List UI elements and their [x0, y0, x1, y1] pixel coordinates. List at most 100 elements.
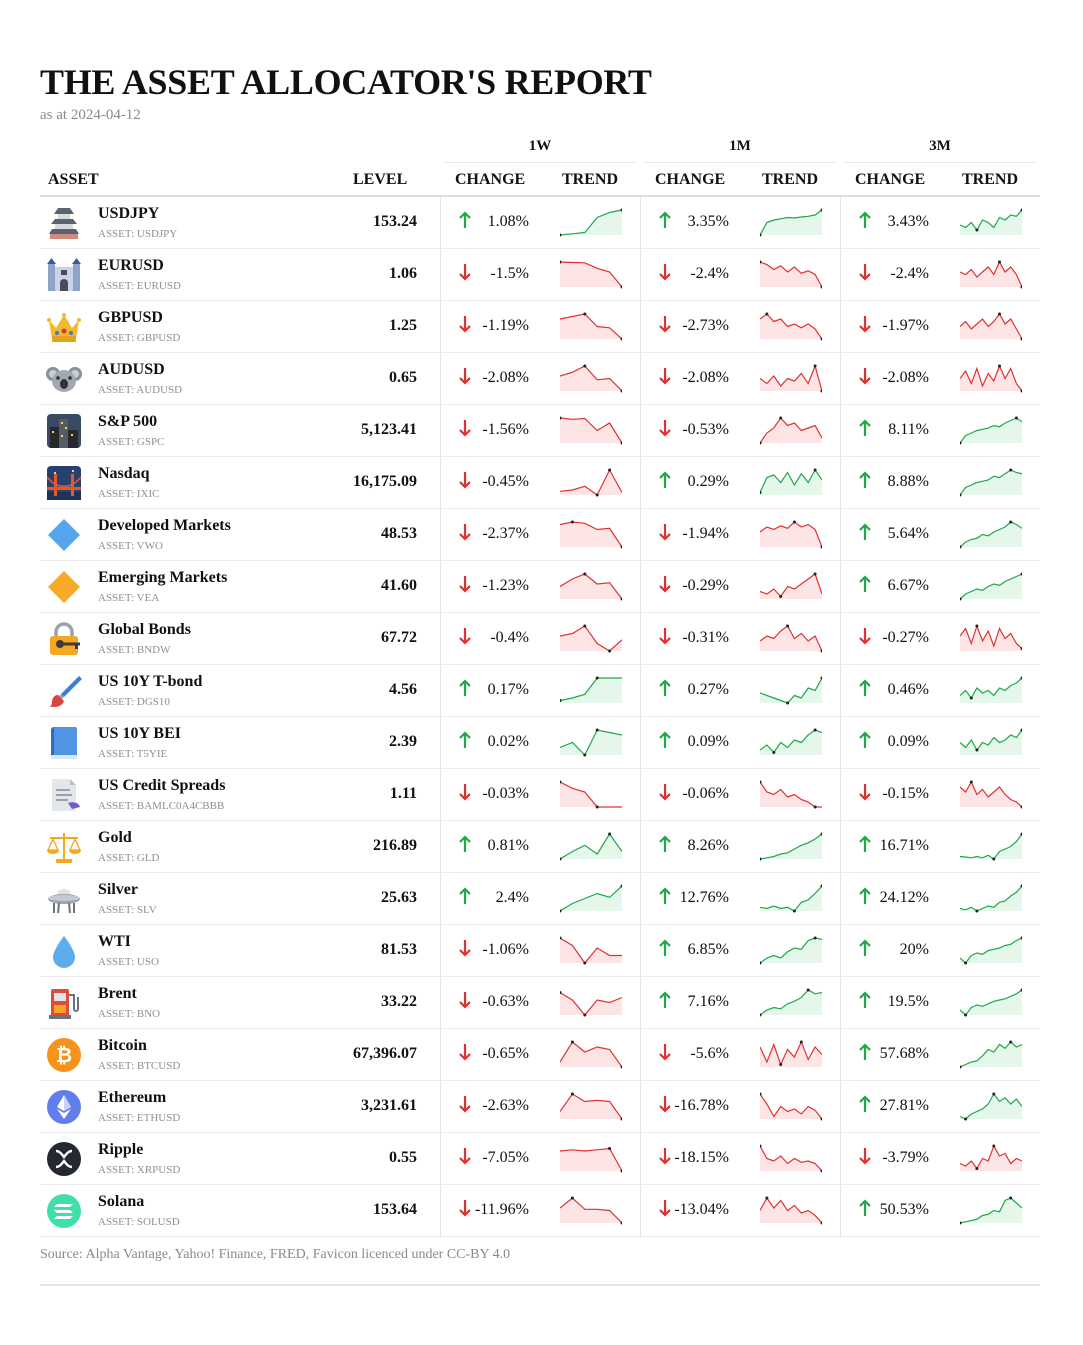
asset-name: US 10Y T-bond — [98, 673, 203, 690]
change-1m: 12.76% — [679, 889, 729, 906]
change-1w: -7.05% — [482, 1149, 529, 1166]
change-1w: 0.17% — [487, 681, 529, 698]
change-1m: -5.6% — [690, 1045, 729, 1062]
trend-sparkline-3m — [959, 725, 1024, 759]
column-divider — [640, 353, 641, 404]
column-divider — [840, 301, 841, 352]
trend-sparkline-1m — [759, 1037, 823, 1071]
change-1w: 2.4% — [495, 889, 529, 906]
arrow-up-icon — [857, 471, 873, 489]
table-row: S&P 500 ASSET: GSPC 5,123.41 -1.56% -0.53% 8.… — [40, 405, 1040, 457]
table-row: USDJPY ASSET: USDJPY 153.24 1.08% 3.35% 3.43% — [40, 197, 1040, 249]
trend-sparkline-3m — [958, 569, 1024, 603]
column-divider — [840, 613, 841, 664]
arrow-down-icon — [657, 1199, 673, 1217]
arrow-down-icon — [657, 1043, 673, 1061]
trend-sparkline-3m — [959, 1089, 1023, 1123]
column-divider — [640, 249, 641, 300]
droplet-icon — [46, 933, 82, 969]
arrow-down-icon — [857, 1147, 873, 1165]
change-1m: 6.85% — [687, 941, 729, 958]
column-divider — [840, 249, 841, 300]
change-1m: 0.27% — [687, 681, 729, 698]
column-divider — [640, 457, 641, 508]
trend-sparkline-1w — [558, 257, 624, 291]
asset-name: EURUSD — [98, 257, 164, 274]
change-3m: -3.79% — [882, 1149, 929, 1166]
column-divider — [840, 353, 841, 404]
arrow-down-icon — [657, 315, 673, 333]
arrow-up-icon — [457, 731, 473, 749]
trend-sparkline-3m — [959, 881, 1024, 915]
trend-sparkline-1m — [759, 621, 824, 655]
trend-sparkline-1w — [559, 621, 623, 655]
asset-ticker: ASSET: AUDUSD — [98, 384, 183, 396]
column-divider — [640, 197, 641, 248]
arrow-down-icon — [657, 783, 673, 801]
column-divider — [840, 1185, 841, 1236]
trend-sparkline-1m — [759, 309, 824, 343]
change-1w: 0.81% — [487, 837, 529, 854]
column-divider — [640, 717, 641, 768]
column-header-change-1m: CHANGE — [655, 171, 726, 188]
trend-sparkline-1w — [558, 829, 623, 863]
change-1m: -2.08% — [682, 369, 729, 386]
arrow-down-icon — [657, 1095, 673, 1113]
arrow-down-icon — [657, 523, 673, 541]
arrow-down-icon — [457, 1095, 473, 1113]
asset-ticker: ASSET: BAMLC0A4CBBB — [98, 800, 225, 812]
column-divider — [440, 249, 441, 300]
change-1m: 0.09% — [687, 733, 729, 750]
column-divider — [440, 873, 441, 924]
column-divider — [440, 665, 441, 716]
column-divider — [640, 1133, 641, 1184]
table-row: Emerging Markets ASSET: VEA 41.60 -1.23% -0.… — [40, 561, 1040, 613]
column-divider — [440, 1081, 441, 1132]
arrow-down-icon — [657, 575, 673, 593]
column-divider — [640, 1029, 641, 1080]
asset-level: 81.53 — [381, 941, 417, 958]
change-1m: -0.06% — [682, 785, 729, 802]
table-row: Solana ASSET: SOLUSD 153.64 -11.96% -13.04% 5… — [40, 1185, 1040, 1237]
table-row: Ethereum ASSET: ETHUSD 3,231.61 -2.63% -16.7… — [40, 1081, 1040, 1133]
arrow-up-icon — [857, 991, 873, 1009]
change-3m: 20% — [899, 941, 929, 958]
table-row: AUDUSD ASSET: AUDUSD 0.65 -2.08% -2.08% -2.08… — [40, 353, 1040, 405]
asset-ticker: ASSET: SOLUSD — [98, 1216, 180, 1228]
column-divider — [840, 405, 841, 456]
asset-ticker: ASSET: T5YIE — [98, 748, 168, 760]
period-header-1m: 1M — [645, 138, 835, 163]
trend-sparkline-1w — [559, 1089, 624, 1123]
arrow-down-icon — [457, 1147, 473, 1165]
change-1m: -1.94% — [682, 525, 729, 542]
page-with-curl-icon — [46, 777, 82, 813]
asset-ticker: ASSET: BNDW — [98, 644, 171, 656]
asset-name: Global Bonds — [98, 621, 191, 638]
change-1m: -13.04% — [674, 1201, 729, 1218]
trend-sparkline-1m — [759, 569, 823, 603]
arrow-down-icon — [457, 627, 473, 645]
asset-name: Gold — [98, 829, 132, 846]
arrow-down-icon — [457, 939, 473, 957]
column-divider — [840, 925, 841, 976]
change-1m: 0.29% — [687, 473, 729, 490]
arrow-up-icon — [857, 1043, 873, 1061]
report-date: as at 2024-04-12 — [40, 107, 141, 123]
ufo-icon — [46, 881, 82, 917]
trend-sparkline-1w — [558, 933, 622, 967]
trend-sparkline-3m — [959, 621, 1024, 655]
trend-sparkline-3m — [958, 1193, 1023, 1227]
trend-sparkline-3m — [959, 673, 1024, 707]
column-divider — [840, 821, 841, 872]
arrow-up-icon — [857, 211, 873, 229]
column-divider — [640, 561, 641, 612]
change-3m: -0.27% — [882, 629, 929, 646]
change-3m: 5.64% — [887, 525, 929, 542]
arrow-up-icon — [657, 731, 673, 749]
trend-sparkline-1m — [759, 725, 823, 759]
paintbrush-icon — [46, 673, 82, 709]
change-3m: 3.43% — [887, 213, 929, 230]
arrow-up-icon — [857, 523, 873, 541]
trend-sparkline-3m — [959, 933, 1024, 967]
trend-sparkline-1m — [759, 673, 824, 707]
